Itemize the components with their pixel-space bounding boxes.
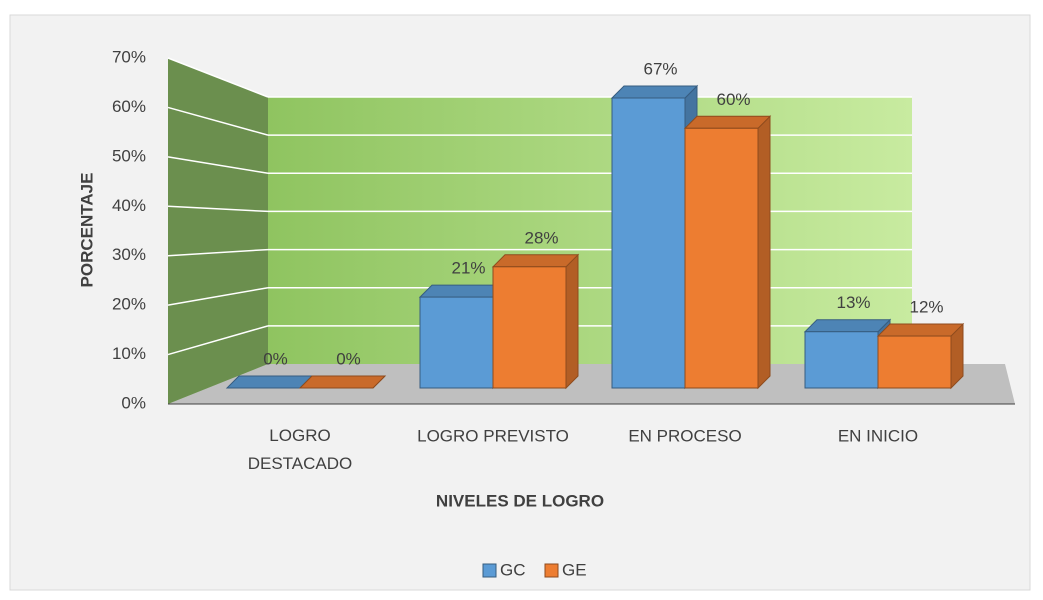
data-label: 0% <box>263 349 288 368</box>
bar-side <box>565 253 579 390</box>
legend-swatch <box>544 563 559 578</box>
bar <box>225 375 314 389</box>
bar <box>491 253 580 390</box>
grid-line <box>167 248 269 257</box>
y-tick-label: 50% <box>112 146 146 165</box>
y-tick-label: 20% <box>112 295 146 314</box>
legend-swatch <box>482 563 497 578</box>
bar <box>876 322 965 390</box>
grid-line <box>167 156 269 175</box>
y-tick-label: 40% <box>112 196 146 215</box>
data-label: 12% <box>909 298 943 317</box>
y-tick-label: 0% <box>121 393 146 412</box>
bar-top <box>418 284 507 298</box>
bar-front <box>419 296 494 389</box>
x-tick-label: EN PROCESO <box>628 426 741 445</box>
y-axis-label: PORCENTAJE <box>77 173 96 288</box>
y-tick-label: 30% <box>112 245 146 264</box>
bar <box>298 375 387 389</box>
bar <box>803 318 892 390</box>
y-tick-label: 60% <box>112 97 146 116</box>
data-label: 67% <box>643 59 677 78</box>
bar-front <box>804 331 879 389</box>
grid-line <box>167 325 269 356</box>
y-tick-label: 10% <box>112 344 146 363</box>
bar-top <box>298 375 387 389</box>
grid-line <box>167 205 269 213</box>
data-label: 0% <box>336 349 361 368</box>
data-label: 21% <box>451 259 485 278</box>
bar-front <box>492 266 567 389</box>
bar-front <box>877 335 952 389</box>
bar-front <box>611 97 686 389</box>
x-tick-label-line: DESTACADO <box>248 454 353 473</box>
x-tick-label: EN INICIO <box>838 426 918 445</box>
legend-label: GC <box>500 560 526 579</box>
bar-top <box>803 319 892 333</box>
x-tick-label: LOGRO DESTACADO <box>248 426 353 473</box>
bar-top <box>876 323 965 337</box>
grid-line <box>167 286 269 306</box>
data-label: 60% <box>716 90 750 109</box>
data-label: 13% <box>836 293 870 312</box>
bar-top <box>683 115 772 129</box>
bar-top <box>491 254 580 268</box>
bar <box>610 84 699 390</box>
x-tick-label: LOGRO PREVISTO <box>417 426 569 445</box>
bar-top <box>225 375 314 389</box>
x-tick-label-line: LOGRO <box>269 426 330 445</box>
grid-line <box>167 106 269 136</box>
bar-top <box>610 85 699 99</box>
y-tick-label: 70% <box>112 47 146 66</box>
x-axis-label: NIVELES DE LOGRO <box>436 491 604 510</box>
grid-line <box>167 57 269 98</box>
bar <box>418 283 507 390</box>
bar-front <box>684 127 759 389</box>
floor <box>168 364 1015 404</box>
legend-label: GE <box>562 560 587 579</box>
bar-side <box>757 115 771 390</box>
data-label: 28% <box>524 228 558 247</box>
side-wall <box>168 58 268 404</box>
bar <box>683 115 772 390</box>
